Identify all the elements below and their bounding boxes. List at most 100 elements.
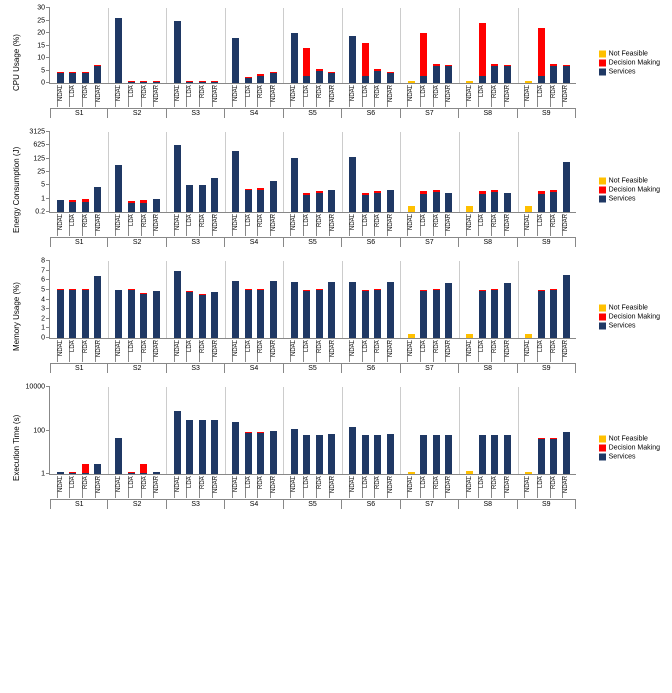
y-tick-label: 3125 bbox=[29, 129, 50, 136]
group-S6 bbox=[343, 261, 402, 338]
bar-seg-s bbox=[387, 73, 394, 83]
bar-S7-NDAL bbox=[408, 8, 415, 83]
x-bar-label: RDA bbox=[141, 476, 148, 498]
bar-seg-s bbox=[232, 422, 239, 474]
bar-seg-s bbox=[303, 291, 310, 338]
group-S5 bbox=[284, 132, 343, 212]
x-bar-label: NDAR bbox=[212, 476, 219, 498]
bar-seg-s bbox=[115, 438, 122, 474]
x-bar-label: NDAR bbox=[212, 214, 219, 236]
legend-item-services: Services bbox=[599, 323, 660, 330]
y-tick-label: 20 bbox=[37, 30, 50, 37]
bar-S6-NDAR bbox=[387, 8, 394, 83]
bar-S1-NDAL bbox=[57, 387, 64, 474]
bar-seg-nf bbox=[466, 471, 473, 474]
bar-seg-s bbox=[538, 439, 545, 474]
legend-item-decision_making: Decision Making bbox=[599, 314, 660, 321]
bar-S7-RDA bbox=[433, 387, 440, 474]
x-bar-label: NDAR bbox=[270, 85, 277, 107]
x-bar-label: NDAR bbox=[153, 214, 160, 236]
x-group-label: S5 bbox=[284, 237, 342, 247]
legend-label: Decision Making bbox=[609, 314, 660, 321]
x-bar-label: RDA bbox=[491, 85, 498, 107]
group-S2 bbox=[109, 8, 168, 83]
group-S1 bbox=[50, 261, 109, 338]
bar-seg-s bbox=[479, 194, 486, 212]
bar-S9-NDAL bbox=[525, 261, 532, 338]
y-tick-label: 30 bbox=[37, 5, 50, 12]
bar-seg-d bbox=[303, 48, 310, 76]
x-group-label: S4 bbox=[225, 499, 283, 509]
bar-S1-RDA bbox=[82, 387, 89, 474]
bar-seg-s bbox=[445, 193, 452, 212]
bar-seg-s bbox=[504, 66, 511, 84]
bar-S6-RDA bbox=[374, 132, 381, 212]
group-S4 bbox=[226, 261, 285, 338]
x-bar-label: LDA bbox=[420, 85, 427, 107]
legend-swatch bbox=[599, 186, 606, 193]
x-bar-label: NDAL bbox=[407, 214, 414, 236]
bar-S2-RDA bbox=[140, 132, 147, 212]
bar-S3-RDA bbox=[199, 8, 206, 83]
bar-seg-s bbox=[433, 435, 440, 474]
x-bar-label: NDAL bbox=[466, 476, 473, 498]
x-group-label: S1 bbox=[50, 499, 108, 509]
group-S6 bbox=[343, 8, 402, 83]
x-bar-label: NDAL bbox=[57, 214, 64, 236]
x-bar-label: NDAR bbox=[504, 476, 511, 498]
bar-S9-RDA bbox=[550, 387, 557, 474]
x-bar-label: NDAR bbox=[329, 85, 336, 107]
x-bar-label: RDA bbox=[82, 214, 89, 236]
bar-seg-s bbox=[291, 33, 298, 83]
bar-seg-s bbox=[153, 472, 160, 474]
legend-label: Decision Making bbox=[609, 445, 660, 452]
bar-S4-LDA bbox=[245, 261, 252, 338]
bar-seg-s bbox=[82, 73, 89, 83]
chart-memory: Memory Usage (%)012345678NDALLDARDANDARS… bbox=[10, 261, 662, 373]
bar-S5-NDAL bbox=[291, 132, 298, 212]
bar-seg-s bbox=[257, 76, 264, 84]
bar-seg-s bbox=[491, 290, 498, 338]
bar-S5-LDA bbox=[303, 261, 310, 338]
bar-seg-s bbox=[140, 294, 147, 338]
x-group-label: S2 bbox=[108, 499, 166, 509]
bar-S2-RDA bbox=[140, 8, 147, 83]
x-group-label: S7 bbox=[401, 499, 459, 509]
x-bar-label: LDA bbox=[478, 476, 485, 498]
x-group-label: S2 bbox=[108, 237, 166, 247]
x-bar-label: RDA bbox=[199, 340, 206, 362]
legend-item-not_feasible: Not Feasible bbox=[599, 51, 660, 58]
x-group-label: S5 bbox=[284, 363, 342, 373]
bar-seg-s bbox=[174, 21, 181, 84]
x-bar-label: RDA bbox=[374, 214, 381, 236]
charts-root: CPU Usage (%)051015202530NDALLDARDANDARS… bbox=[10, 8, 662, 509]
bar-seg-s bbox=[199, 295, 206, 338]
bar-seg-nf bbox=[408, 334, 415, 338]
x-bar-label: LDA bbox=[128, 214, 135, 236]
bar-seg-d bbox=[362, 43, 369, 76]
group-S5 bbox=[284, 387, 343, 474]
bar-seg-s bbox=[82, 473, 89, 474]
y-tick-label: 25 bbox=[37, 169, 50, 176]
x-bar-label: NDAR bbox=[504, 214, 511, 236]
bar-S3-LDA bbox=[186, 132, 193, 212]
x-bar-label: RDA bbox=[433, 476, 440, 498]
bar-S8-NDAR bbox=[504, 387, 511, 474]
x-group-label: S6 bbox=[342, 237, 400, 247]
x-bar-label: NDAL bbox=[290, 340, 297, 362]
bar-seg-s bbox=[94, 187, 101, 212]
group-S9 bbox=[519, 8, 577, 83]
bar-S9-NDAR bbox=[563, 132, 570, 212]
x-group-label: S4 bbox=[225, 108, 283, 118]
x-bar-label: NDAL bbox=[115, 340, 122, 362]
bar-S1-RDA bbox=[82, 132, 89, 212]
bar-seg-nf bbox=[525, 81, 532, 84]
bar-S6-NDAL bbox=[349, 8, 356, 83]
bar-seg-s bbox=[291, 282, 298, 338]
bar-S8-NDAL bbox=[466, 132, 473, 212]
bar-seg-nf bbox=[466, 334, 473, 338]
x-bar-label: NDAL bbox=[466, 340, 473, 362]
group-S6 bbox=[343, 132, 402, 212]
x-bar-label: NDAL bbox=[115, 476, 122, 498]
bar-S7-LDA bbox=[420, 8, 427, 83]
